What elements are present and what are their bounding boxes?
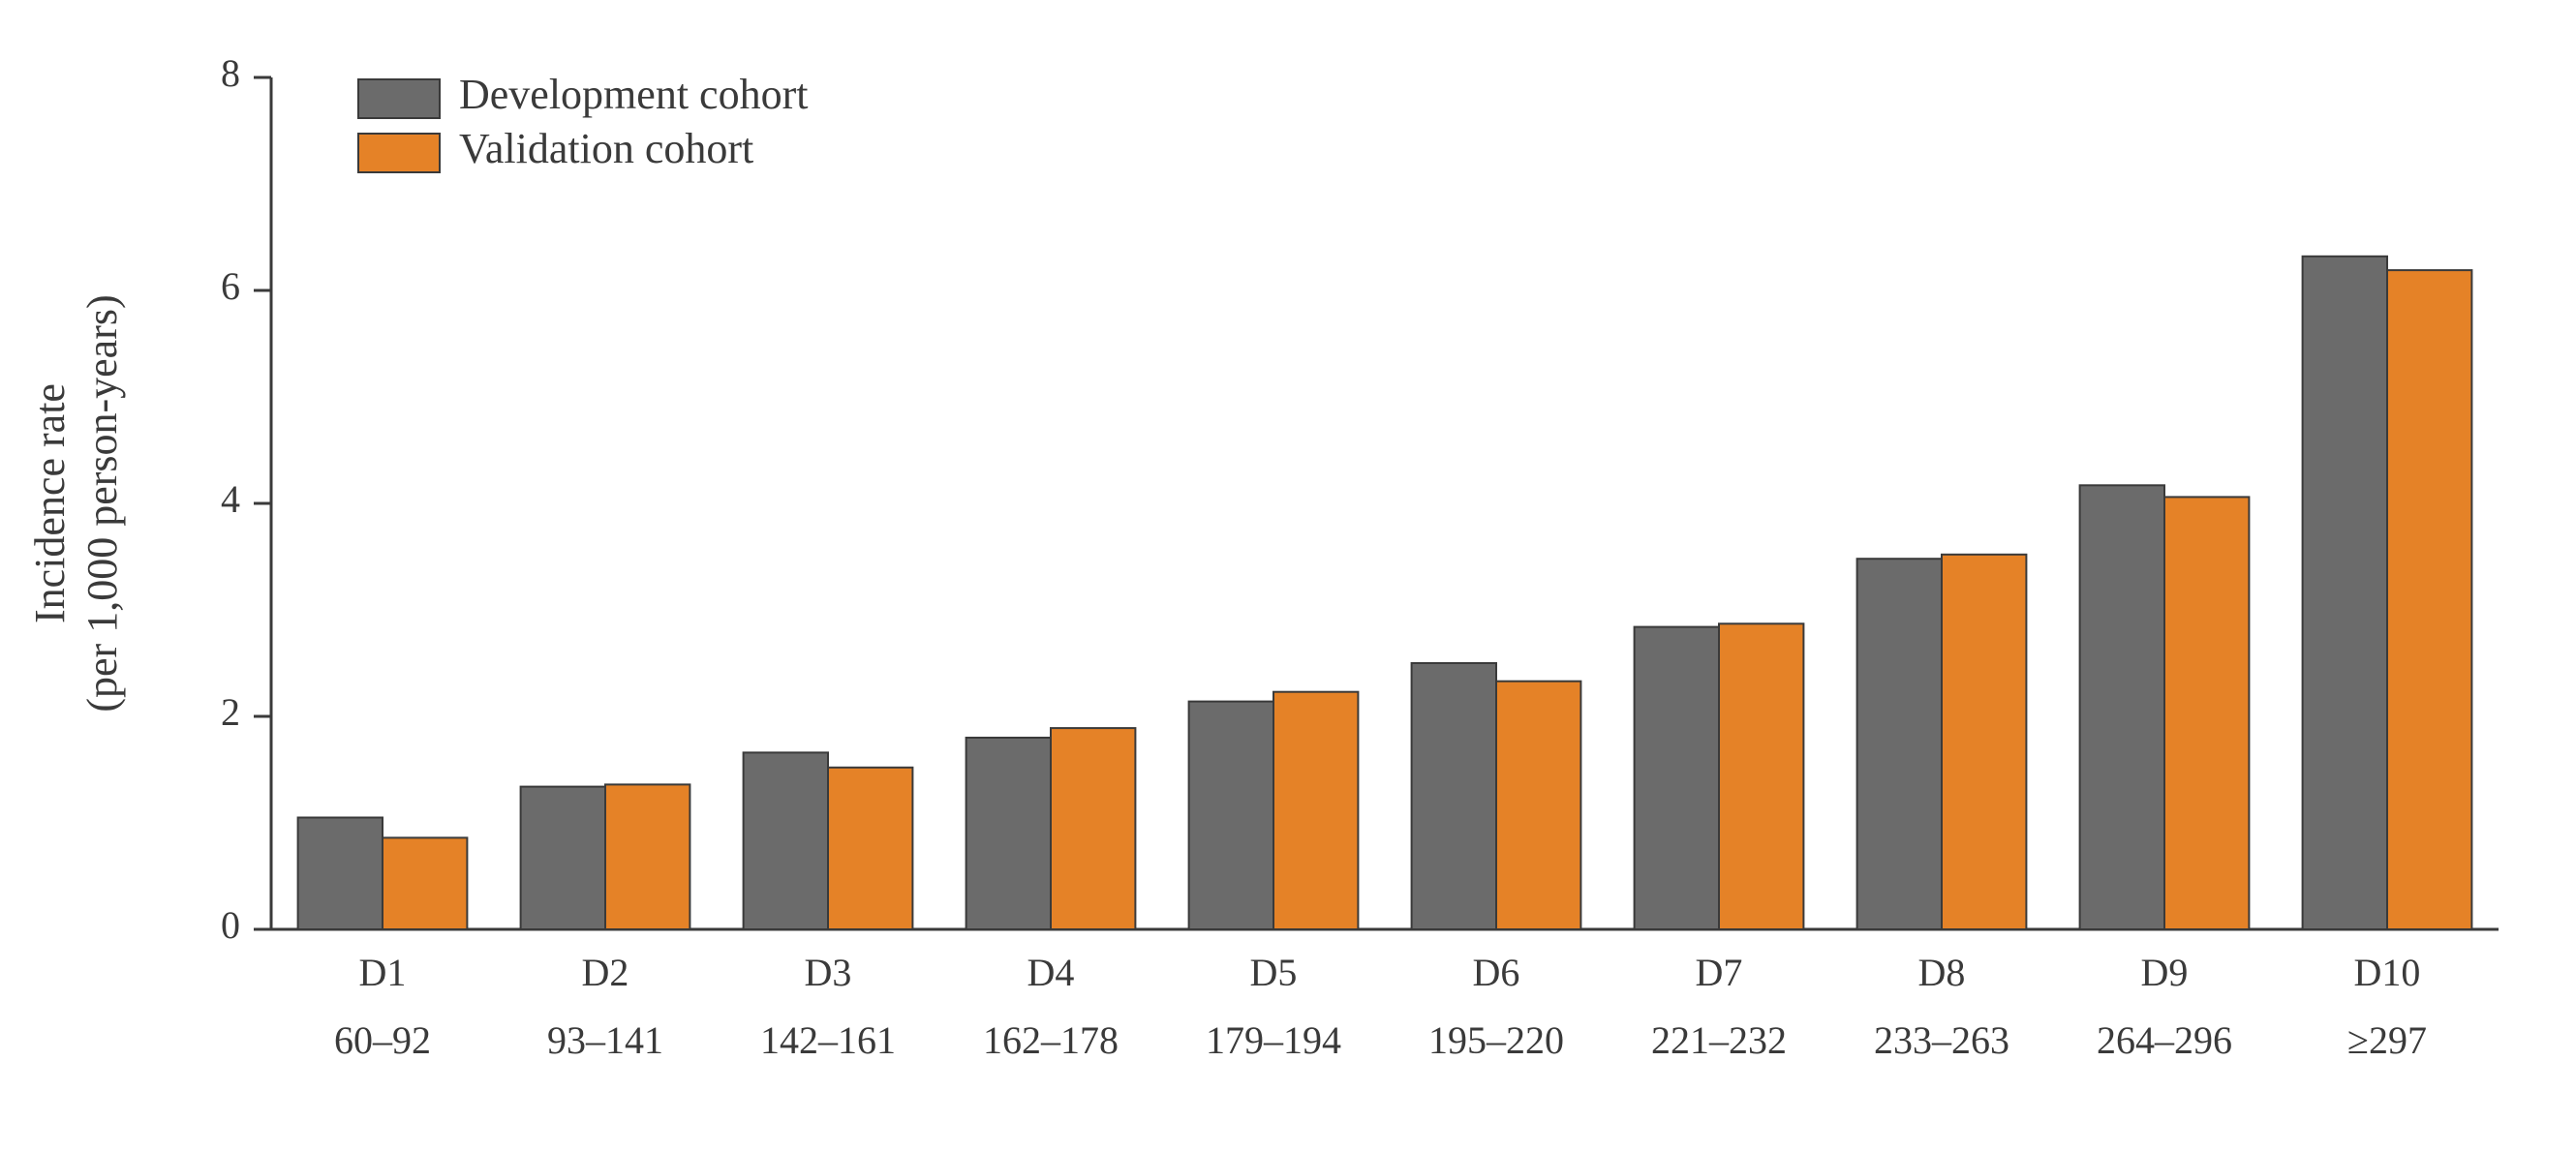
legend-label: Development cohort bbox=[459, 71, 808, 118]
y-tick-label: 4 bbox=[221, 477, 240, 521]
bar-validation bbox=[1719, 623, 1803, 929]
bar-development bbox=[1412, 663, 1496, 929]
y-tick-label: 6 bbox=[221, 264, 240, 308]
bar-development bbox=[1189, 702, 1273, 929]
bar-validation bbox=[1051, 728, 1135, 929]
x-group-label: D5 bbox=[1250, 951, 1298, 994]
x-group-label: D7 bbox=[1696, 951, 1743, 994]
bar-development bbox=[2080, 485, 2164, 929]
bar-development bbox=[1635, 627, 1719, 929]
bar-development bbox=[966, 738, 1051, 929]
x-range-label: 195–220 bbox=[1428, 1018, 1564, 1062]
bar-validation bbox=[2387, 270, 2471, 929]
bar-development bbox=[2303, 257, 2387, 929]
y-tick-label: 2 bbox=[221, 690, 240, 734]
x-group-label: D9 bbox=[2141, 951, 2189, 994]
x-group-label: D2 bbox=[582, 951, 629, 994]
x-group-label: D8 bbox=[1918, 951, 1966, 994]
x-group-label: D10 bbox=[2354, 951, 2421, 994]
incidence-chart: 0 2 4 6 8 Incidence rate(per 1,000 person-yea… bbox=[0, 0, 2576, 1152]
x-group-label: D6 bbox=[1473, 951, 1520, 994]
y-axis-label-line1: Incidence rate bbox=[26, 383, 74, 623]
x-range-label: 142–161 bbox=[760, 1018, 896, 1062]
x-group-label: D1 bbox=[359, 951, 407, 994]
y-tick-label: 0 bbox=[221, 903, 240, 947]
x-range-label: 264–296 bbox=[2097, 1018, 2232, 1062]
bar-validation bbox=[605, 784, 690, 929]
y-axis-label-line2: (per 1,000 person-years) bbox=[78, 294, 126, 712]
x-group-label: D4 bbox=[1027, 951, 1075, 994]
y-tick-label: 8 bbox=[221, 51, 240, 95]
x-range-label: ≥297 bbox=[2347, 1018, 2427, 1062]
chart-svg: 0 2 4 6 8 Incidence rate(per 1,000 person-yea… bbox=[0, 0, 2576, 1152]
legend-label: Validation cohort bbox=[459, 125, 753, 172]
x-range-label: 221–232 bbox=[1651, 1018, 1787, 1062]
bar-validation bbox=[1496, 682, 1580, 929]
bar-development bbox=[521, 787, 605, 929]
x-range-label: 60–92 bbox=[334, 1018, 431, 1062]
bar-validation bbox=[1273, 692, 1358, 929]
bar-development bbox=[1857, 559, 1942, 929]
x-range-label: 233–263 bbox=[1874, 1018, 2009, 1062]
bar-validation bbox=[1942, 555, 2026, 929]
legend-swatch bbox=[358, 79, 440, 118]
x-range-label: 93–141 bbox=[547, 1018, 663, 1062]
bar-validation bbox=[383, 837, 467, 929]
x-range-label: 179–194 bbox=[1206, 1018, 1341, 1062]
x-range-label: 162–178 bbox=[983, 1018, 1119, 1062]
legend-swatch bbox=[358, 134, 440, 172]
bar-development bbox=[744, 752, 828, 929]
x-group-label: D3 bbox=[805, 951, 852, 994]
bar-validation bbox=[2164, 497, 2249, 929]
bar-development bbox=[298, 818, 383, 930]
bar-validation bbox=[828, 768, 912, 929]
